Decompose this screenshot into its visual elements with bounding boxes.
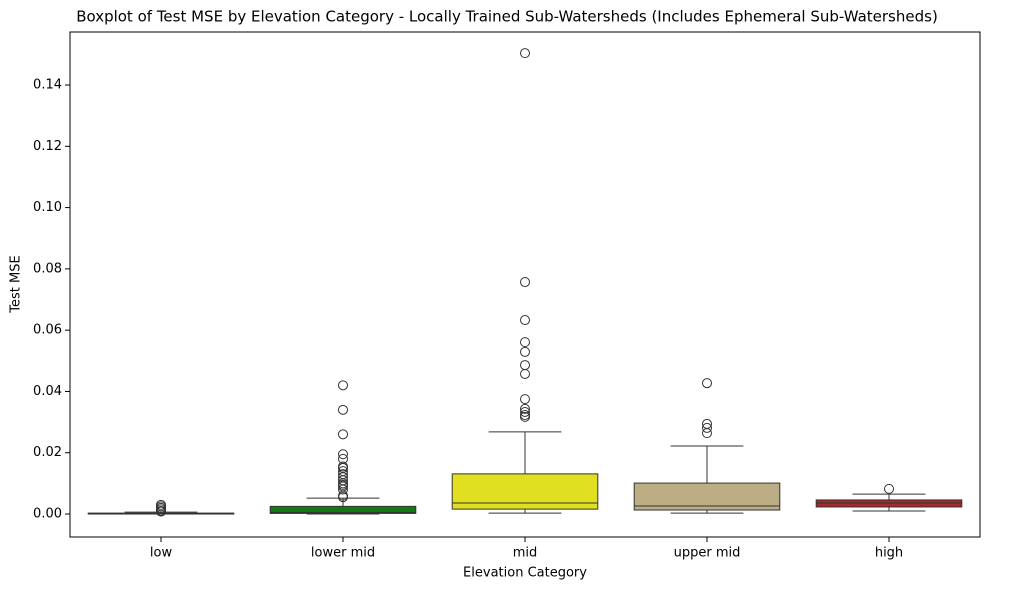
- outlier: [156, 499, 166, 510]
- outlier: [702, 422, 712, 433]
- chart-title: Boxplot of Test MSE by Elevation Categor…: [76, 8, 938, 26]
- outlier: [520, 346, 530, 357]
- outlier: [520, 394, 530, 405]
- box: [633, 482, 781, 511]
- outlier: [520, 360, 530, 371]
- outlier: [520, 410, 530, 421]
- outlier: [702, 428, 712, 439]
- outlier: [338, 469, 348, 480]
- outlier: [338, 380, 348, 391]
- outlier: [338, 429, 348, 440]
- y-tick-label: 0.04: [33, 384, 62, 399]
- y-tick-label: 0.08: [33, 261, 62, 276]
- outlier: [520, 406, 530, 417]
- outlier: [702, 418, 712, 429]
- box: [269, 505, 417, 514]
- x-tick-label: mid: [513, 546, 538, 561]
- outlier: [338, 453, 348, 464]
- y-tick-label: 0.00: [33, 507, 62, 522]
- y-tick-label: 0.14: [33, 78, 62, 93]
- outlier: [338, 461, 348, 472]
- outlier: [520, 277, 530, 288]
- outlier: [338, 466, 348, 477]
- y-tick-label: 0.10: [33, 200, 62, 215]
- outlier: [520, 368, 530, 379]
- y-tick-label: 0.02: [33, 445, 62, 460]
- y-axis-label: Test MSE: [9, 255, 24, 313]
- outlier: [520, 315, 530, 326]
- y-tick-label: 0.06: [33, 323, 62, 338]
- box: [451, 473, 599, 510]
- x-tick-label: lower mid: [311, 546, 375, 561]
- y-tick-label: 0.12: [33, 139, 62, 154]
- outlier: [520, 403, 530, 414]
- outlier: [338, 404, 348, 415]
- x-tick-label: high: [875, 546, 903, 561]
- outlier: [520, 337, 530, 348]
- x-axis-label: Elevation Category: [463, 566, 587, 581]
- x-tick-label: low: [150, 546, 173, 561]
- outlier: [338, 449, 348, 460]
- outlier: [702, 378, 712, 389]
- outlier: [884, 483, 894, 494]
- x-tick-label: upper mid: [674, 546, 741, 561]
- outlier: [520, 48, 530, 59]
